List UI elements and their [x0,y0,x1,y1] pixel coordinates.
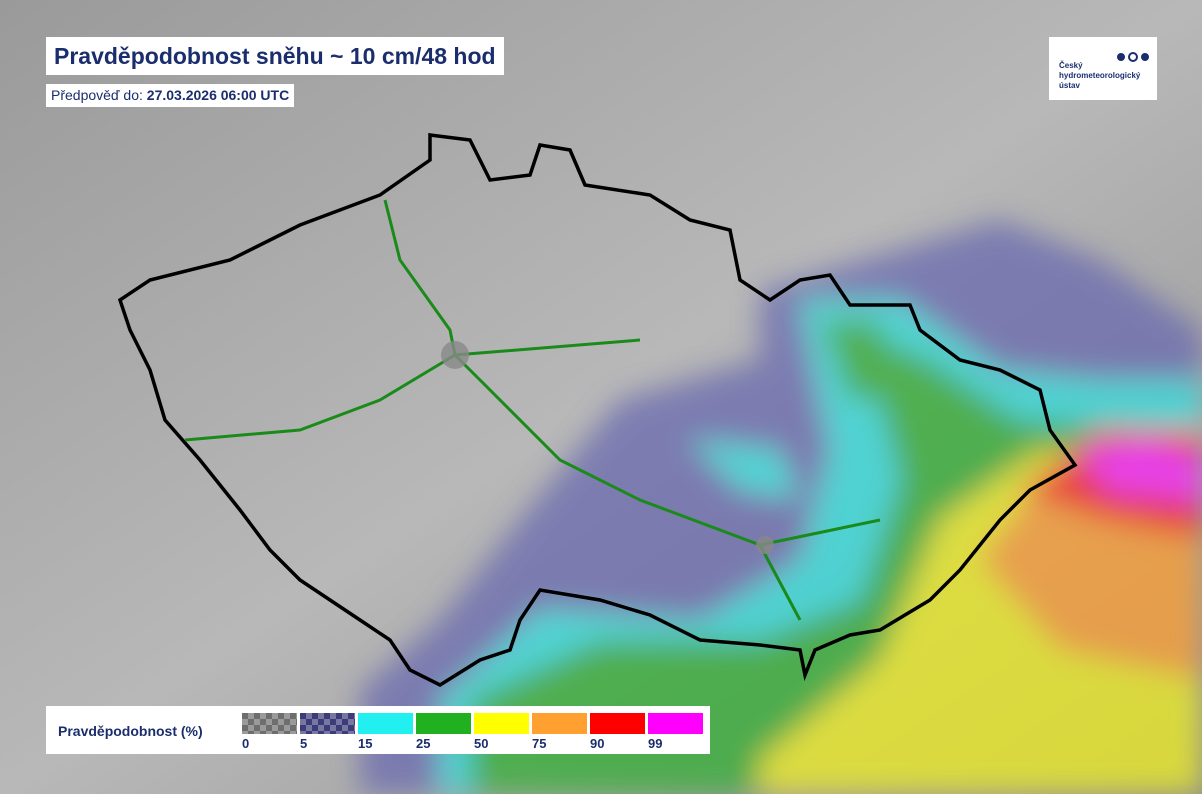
highways [184,199,881,621]
legend-swatch [300,713,355,734]
legend-label: 90 [590,736,605,751]
logo-text: Český [1059,61,1083,70]
logo-icon [1117,52,1149,62]
forecast-time: 27.03.2026 06:00 UTC [146,87,290,103]
legend: Pravděpodobnost (%) 0 5 15 25 50 75 90 99 [46,706,710,754]
legend-label: 25 [416,736,431,751]
forecast-label: Předpověď do: [51,87,143,103]
legend-swatch [590,713,645,734]
map-title: Pravděpodobnost sněhu ~ 10 cm/48 hod [46,37,504,75]
legend-swatch [358,713,413,734]
logo-text: hydrometeorologický [1059,71,1141,80]
city [441,341,469,369]
legend-label: 15 [358,736,373,751]
legend-swatch [242,713,297,734]
legend-label: 50 [474,736,489,751]
logo-text: ústav [1059,81,1080,90]
legend-swatch [474,713,529,734]
legend-label: 5 [300,736,308,751]
legend-swatch [648,713,703,734]
legend-label: 0 [242,736,250,751]
country-border [117,133,1078,688]
logo: Český hydrometeorologický ústav [1049,37,1157,100]
legend-title: Pravděpodobnost (%) [58,723,203,739]
city [756,536,774,554]
legend-swatch [416,713,471,734]
probability-field [360,220,1202,794]
legend-label: 99 [648,736,663,751]
forecast: Předpověď do: 27.03.2026 06:00 UTC [46,84,295,107]
legend-swatch [532,713,587,734]
legend-label: 75 [532,736,547,751]
